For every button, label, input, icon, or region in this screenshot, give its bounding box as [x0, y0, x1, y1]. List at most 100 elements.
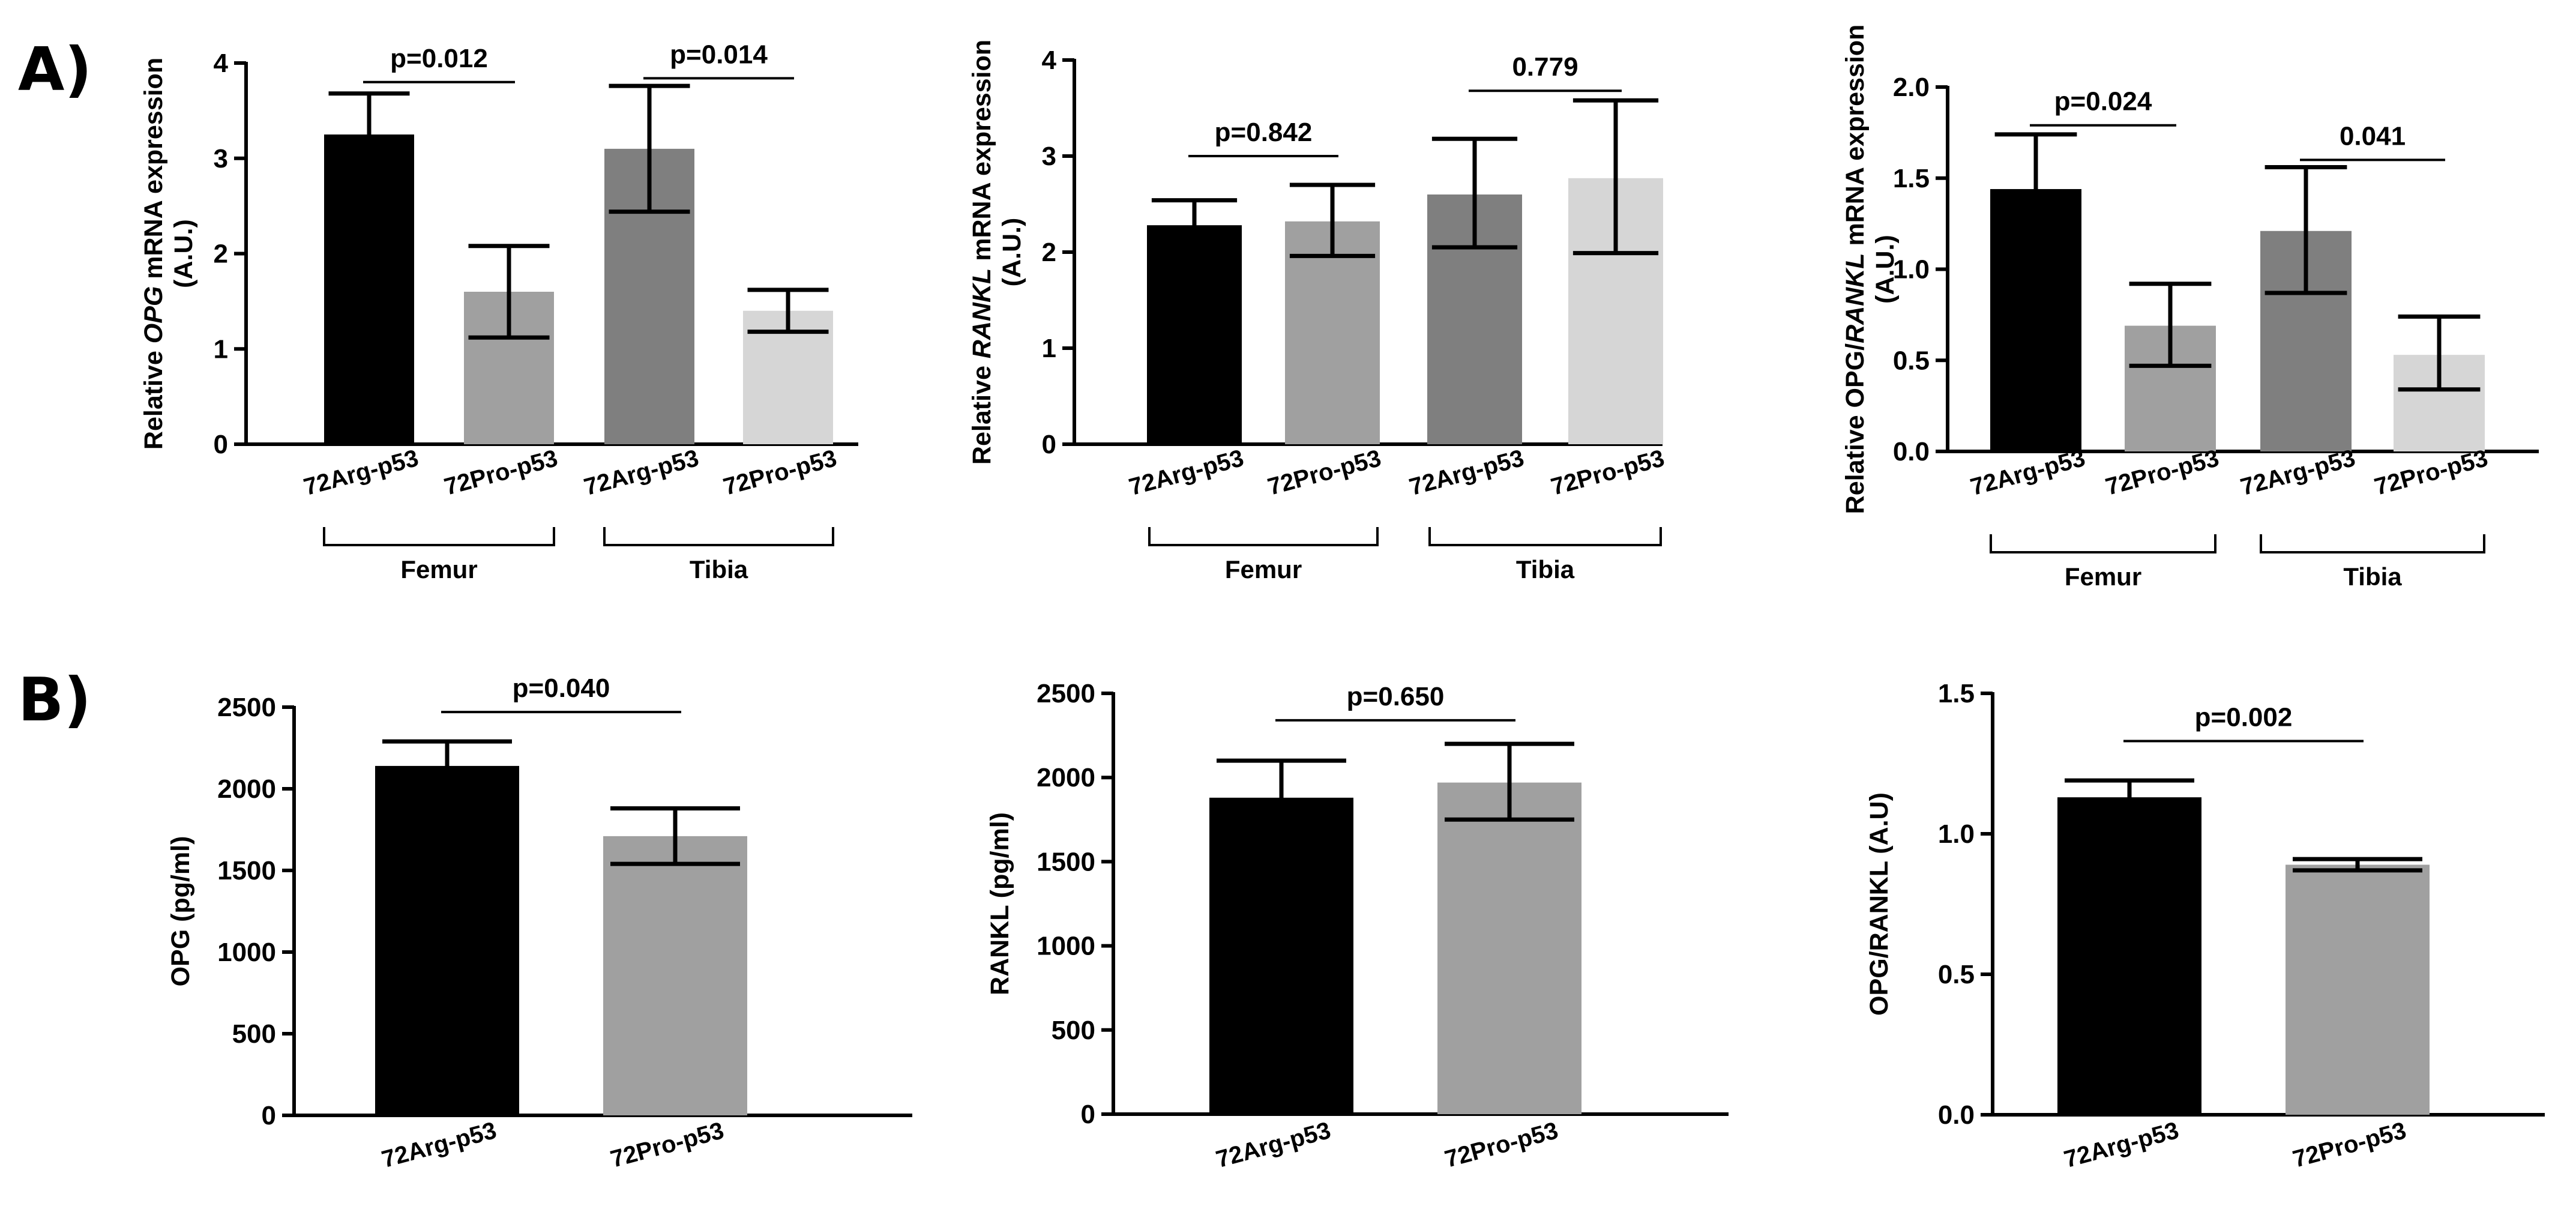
category-label: 72Pro-p53: [608, 1117, 727, 1173]
bar-1: [1209, 797, 1353, 1114]
y-axis-title-units: (A.U.): [169, 219, 198, 288]
y-axis-title: OPG/RANKL (A.U): [1865, 792, 1894, 1016]
bar-2: [2286, 864, 2430, 1115]
y-axis-title-part: mRNA expression: [139, 58, 168, 286]
significance-label: p=0.012: [390, 44, 488, 73]
category-label: 72Pro-p53: [2290, 1117, 2409, 1173]
significance-label: p=0.014: [670, 40, 768, 69]
y-tick-label: 1000: [217, 938, 276, 967]
y-tick-label: 1.5: [1893, 164, 1930, 193]
group-label: Tibia: [690, 555, 748, 583]
chart-b3: 0.0 0.5 1.0 1.5 72Arg-p53 72Pro-p53 p=0.002 OPG…: [1865, 679, 2545, 1173]
category-label: 72Pro-p53: [721, 445, 840, 501]
y-tick-label: 0.5: [1938, 960, 1975, 989]
group-label: Femur: [1225, 555, 1302, 583]
category-label: 72Pro-p53: [2372, 445, 2491, 501]
y-tick-label: 500: [232, 1019, 276, 1049]
y-axis-title-part: Relative: [968, 358, 996, 465]
y-tick-label: 0.5: [1893, 346, 1930, 375]
y-axis-title-part: OPG (pg/ml): [166, 836, 195, 987]
group-label: Femur: [400, 555, 477, 583]
y-axis-title-units: (A.U.): [998, 218, 1026, 287]
bar-2: [1285, 221, 1380, 444]
y-axis-title: Relative OPG/RANKL mRNA expression: [1841, 25, 1870, 514]
y-axis-title-part: OPG: [139, 286, 168, 344]
bar-1: [1147, 225, 1242, 444]
group-bracket: [1428, 527, 1662, 546]
y-tick-label: 0: [214, 430, 228, 459]
y-tick-label: 2000: [1037, 763, 1095, 792]
category-label: 72Arg-p53: [1126, 445, 1246, 501]
y-axis-title: RANKL (pg/ml): [986, 812, 1014, 995]
y-tick-label: 4: [214, 49, 229, 78]
group-label: Tibia: [1516, 555, 1575, 583]
y-axis-title-part: OPG/RANKL (A.U): [1865, 792, 1894, 1016]
significance-label: p=0.040: [513, 674, 610, 703]
y-tick-label: 0.0: [1893, 437, 1930, 466]
group-label: Tibia: [2343, 562, 2402, 591]
chart-b2: 0 500 1000 1500 2000 2500 72Arg-p53 72Pro-p53 p=…: [986, 679, 1729, 1173]
y-tick-label: 1500: [1037, 847, 1095, 876]
y-tick-label: 1: [214, 334, 228, 364]
category-label: 72Pro-p53: [1548, 445, 1667, 501]
chart-b1: 0 500 1000 1500 2000 2500 72Arg-p53 72Pro-p53 p=…: [166, 674, 912, 1173]
group-label: Femur: [2065, 562, 2141, 591]
y-tick-label: 1000: [1037, 932, 1095, 961]
bar-2: [603, 836, 747, 1115]
category-label: 72Pro-p53: [2103, 445, 2222, 501]
category-label: 72Arg-p53: [1406, 445, 1526, 501]
y-axis-title-part: RANKL: [968, 268, 996, 358]
bar-1: [2057, 797, 2201, 1115]
significance-label: p=0.842: [1215, 118, 1313, 147]
y-tick-label: 0: [262, 1101, 276, 1130]
significance-label: p=0.002: [2195, 703, 2293, 732]
y-axis-title-part: RANKL (pg/ml): [986, 812, 1014, 995]
category-label: 72Arg-p53: [1213, 1117, 1333, 1173]
y-axis-title-part: RANKL: [1841, 253, 1870, 343]
group-bracket: [603, 527, 834, 546]
chart-a2: 0 1 2 3 4 72Arg-p53 72Pro-p53 72Arg-p53 72Pro-p5…: [968, 40, 1667, 583]
y-tick-label: 2.0: [1893, 73, 1930, 102]
y-tick-label: 1.5: [1938, 679, 1975, 708]
y-tick-label: 1.0: [1893, 255, 1930, 285]
y-axis-title-part: Relative OPG/: [1841, 343, 1870, 514]
y-tick-label: 2: [1042, 238, 1056, 267]
y-tick-label: 1.0: [1938, 819, 1975, 849]
group-bracket: [1990, 534, 2216, 553]
bar-2: [1437, 782, 1581, 1114]
charts-layer: 0 1 2 3 4 72Arg-p53 72Pro-p53 72Arg-p53 72Pro-p5…: [139, 25, 2545, 1173]
category-label: 72Arg-p53: [301, 445, 421, 501]
y-tick-label: 3: [214, 144, 228, 173]
chart-a1: 0 1 2 3 4 72Arg-p53 72Pro-p53 72Arg-p53 72Pro-p5…: [139, 40, 858, 583]
y-tick-label: 4: [1042, 46, 1057, 75]
category-label: 72Arg-p53: [581, 445, 701, 501]
y-axis-title: Relative RANKL mRNA expression: [968, 40, 996, 465]
y-tick-label: 2500: [217, 693, 276, 722]
y-axis-title-part: mRNA expression: [968, 40, 996, 268]
significance-label: 0.779: [1512, 52, 1578, 82]
group-bracket: [2260, 534, 2485, 553]
y-tick-label: 2: [214, 240, 228, 269]
group-bracket: [323, 527, 555, 546]
y-tick-label: 0.0: [1938, 1100, 1975, 1130]
group-bracket: [1148, 527, 1379, 546]
category-label: 72Pro-p53: [1265, 445, 1384, 501]
bar-1: [375, 765, 519, 1115]
y-tick-label: 2000: [217, 774, 276, 804]
significance-label: p=0.024: [2054, 87, 2152, 116]
y-tick-label: 0: [1042, 430, 1056, 459]
y-axis-title-units: (A.U.): [1871, 235, 1900, 304]
y-tick-label: 3: [1042, 142, 1056, 171]
category-label: 72Pro-p53: [442, 445, 561, 501]
panel-label-a: A): [18, 34, 92, 104]
category-label: 72Arg-p53: [379, 1117, 499, 1173]
y-axis-title-part: mRNA expression: [1841, 25, 1870, 253]
category-label: 72Pro-p53: [1442, 1117, 1561, 1173]
bar-1: [324, 134, 414, 444]
y-tick-label: 1500: [217, 856, 276, 885]
y-axis-title: OPG (pg/ml): [166, 836, 195, 987]
category-label: 72Arg-p53: [2061, 1117, 2181, 1173]
significance-label: 0.041: [2340, 121, 2406, 151]
